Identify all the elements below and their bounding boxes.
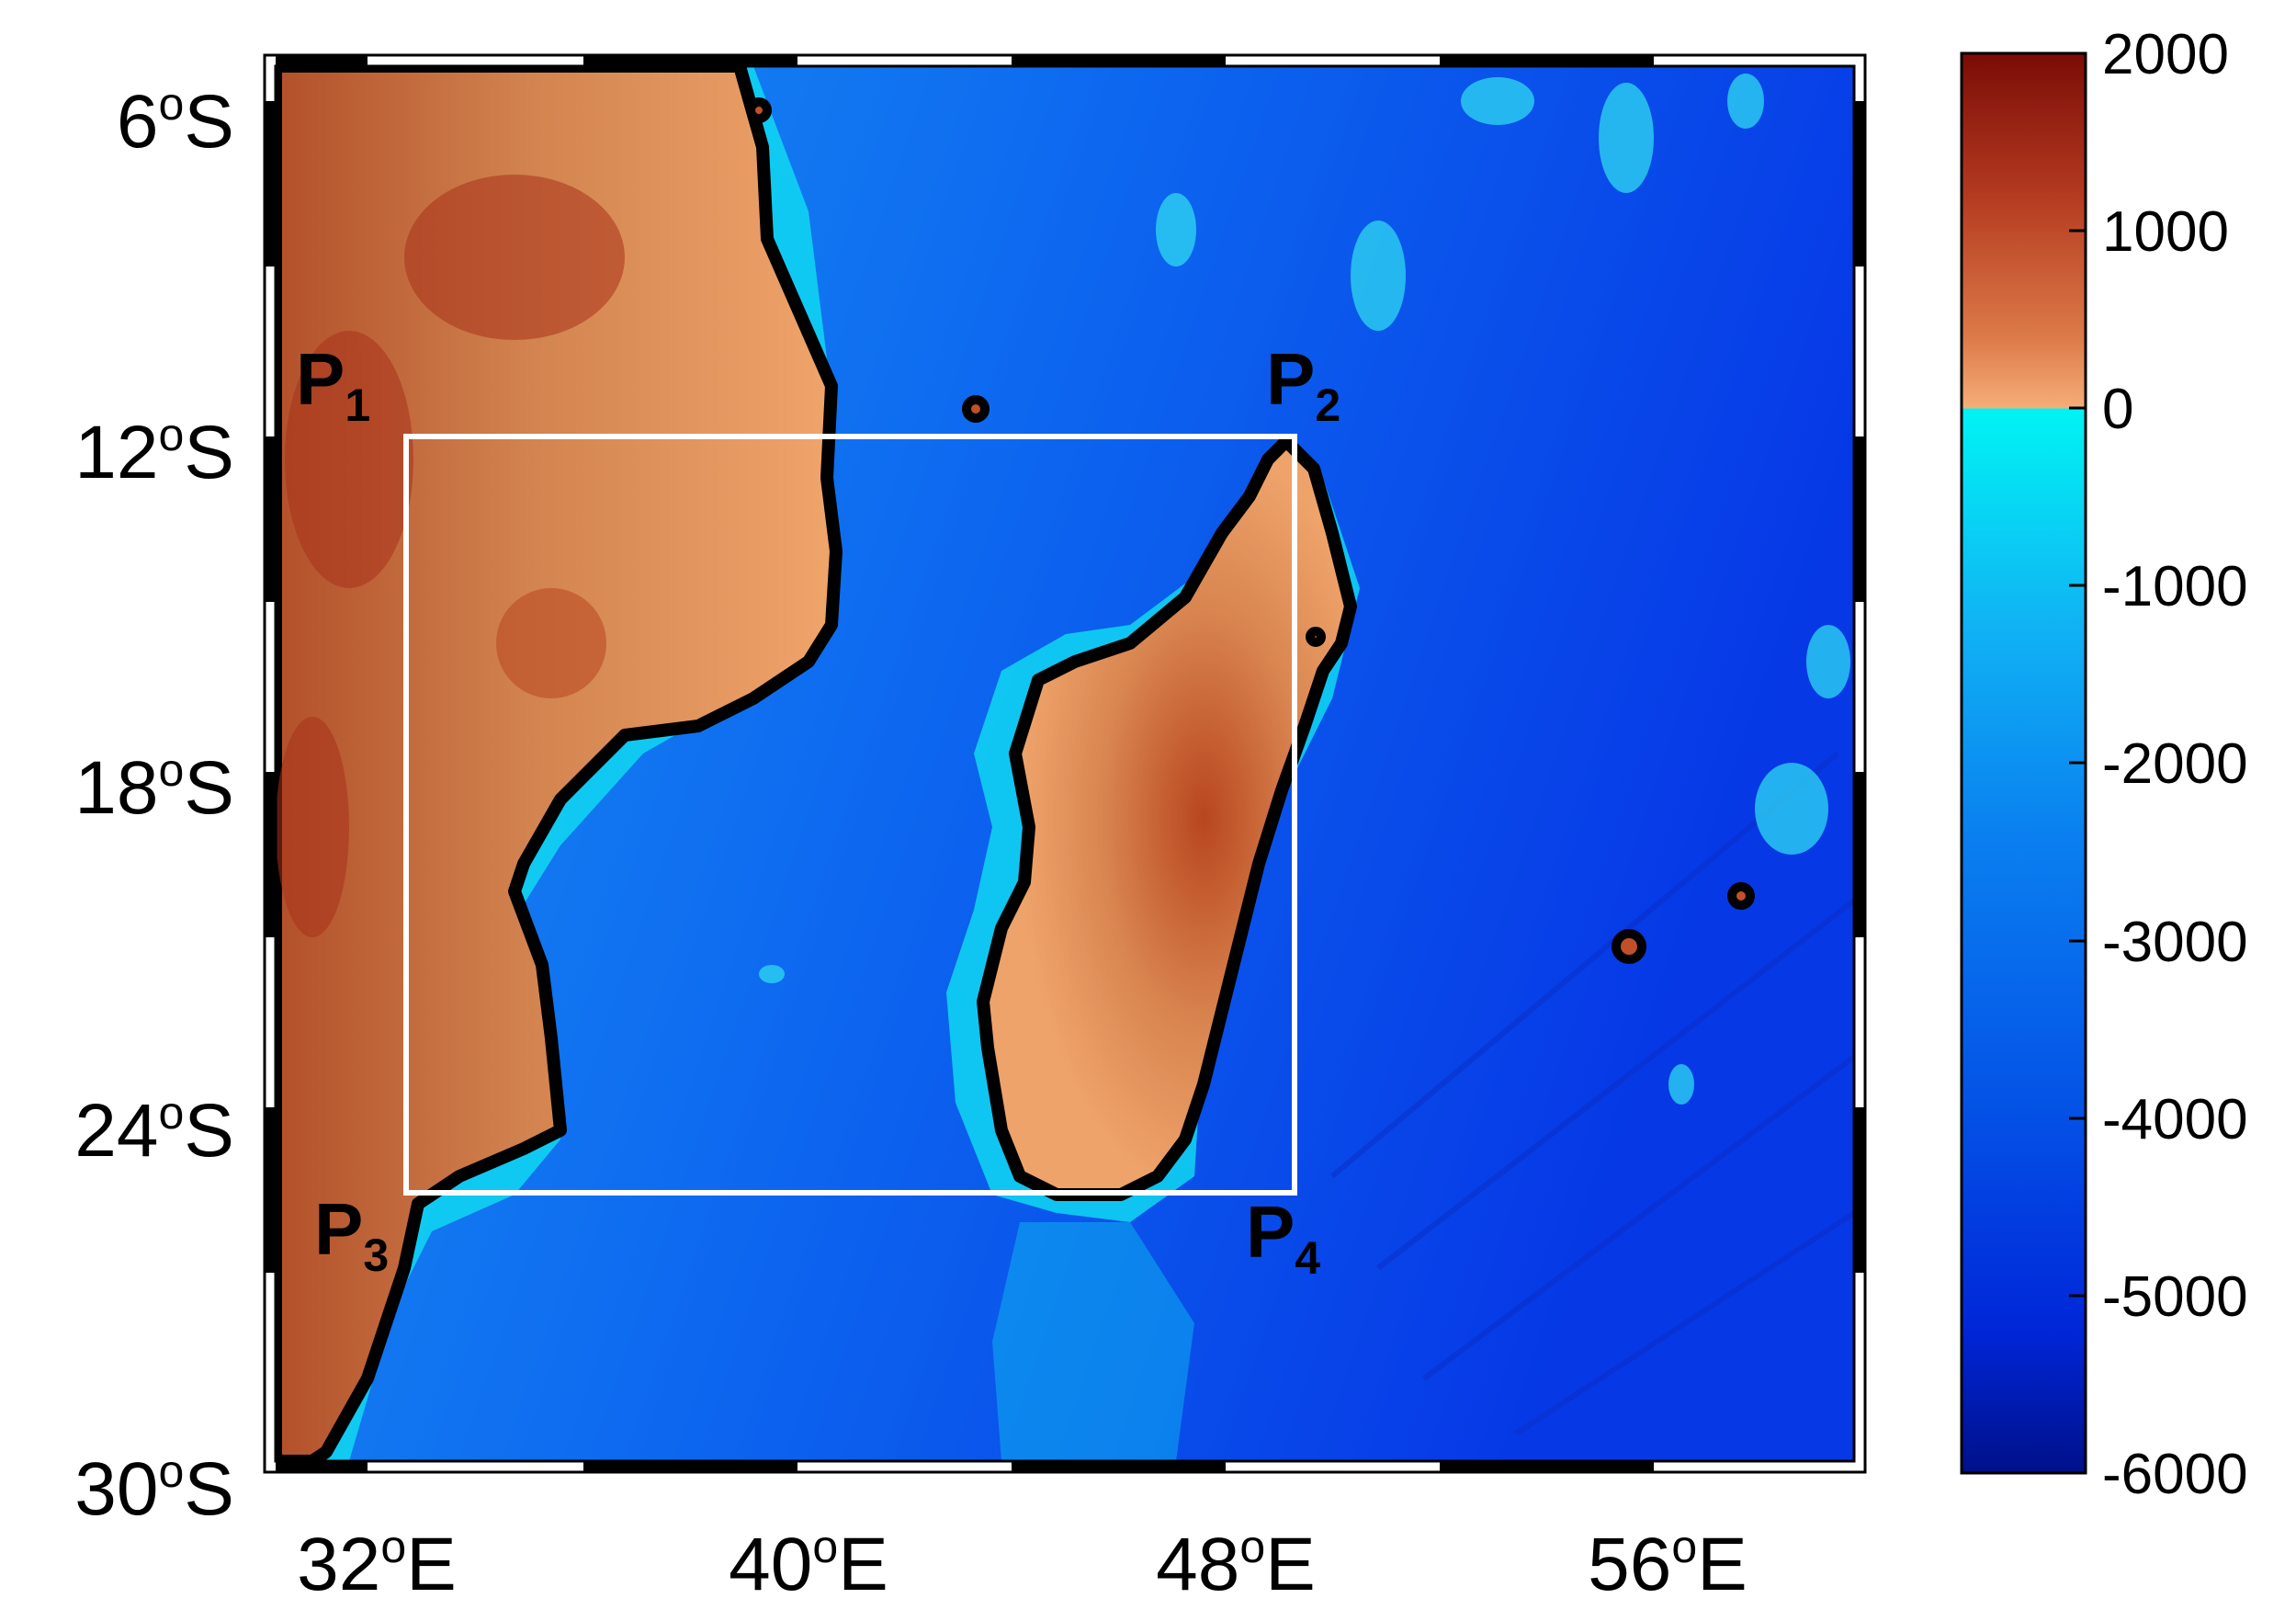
lat-tick-24: 24oS <box>74 1087 234 1173</box>
point-label-p3: P3 <box>314 1188 389 1281</box>
lon-tick-56: 56oE <box>1588 1521 1747 1606</box>
point-label-p4: P4 <box>1246 1191 1320 1284</box>
lon-tick-48: 48oE <box>1156 1521 1316 1606</box>
map-frame <box>263 53 1867 1474</box>
seafloor-features <box>1330 751 1854 1436</box>
longitude-labels: 32oE 40oE 48oE 56oE <box>297 1521 1747 1606</box>
colorbar: 2000 1000 0 -1000 -2000 -3000 -4000 -500… <box>1960 23 2248 1506</box>
map-panel <box>276 66 1854 1461</box>
africa-landmass <box>276 66 843 1461</box>
colorbar-label-1000: 1000 <box>2102 200 2229 264</box>
colorbar-label-minus-4000: -4000 <box>2102 1088 2248 1151</box>
colorbar-label-0: 0 <box>2102 378 2133 441</box>
point-label-p2: P2 <box>1266 338 1340 431</box>
lat-tick-18: 18oS <box>74 744 234 830</box>
colorbar-gradient <box>1960 51 2087 1475</box>
colorbar-label-minus-1000: -1000 <box>2102 555 2248 618</box>
africa-highlands <box>276 175 625 937</box>
lat-tick-12: 12oS <box>74 409 234 494</box>
colorbar-label-minus-3000: -3000 <box>2102 911 2248 974</box>
point-label-p1: P1 <box>296 338 370 431</box>
shallow-banks <box>759 74 1850 1105</box>
colorbar-labels: 2000 1000 0 -1000 -2000 -3000 -4000 -500… <box>2102 23 2248 1506</box>
lat-tick-30: 30oS <box>74 1445 234 1531</box>
colorbar-label-minus-5000: -5000 <box>2102 1265 2248 1329</box>
colorbar-label-2000: 2000 <box>2102 23 2229 86</box>
madagascar-landmass <box>977 435 1357 1201</box>
corner-point-labels: P1 P2 P3 P4 <box>296 338 1340 1284</box>
lon-tick-40: 40oE <box>729 1521 888 1606</box>
colorbar-tick-marks <box>2069 51 2086 1475</box>
islands <box>746 97 1755 964</box>
colorbar-label-minus-2000: -2000 <box>2102 732 2248 796</box>
colorbar-label-minus-6000: -6000 <box>2102 1443 2248 1506</box>
lon-tick-32: 32oE <box>297 1521 457 1606</box>
lat-tick-6: 6oS <box>117 78 234 164</box>
study-area-box <box>403 434 1297 1196</box>
latitude-labels: 6oS 12oS 18oS 24oS 30oS <box>74 78 234 1531</box>
